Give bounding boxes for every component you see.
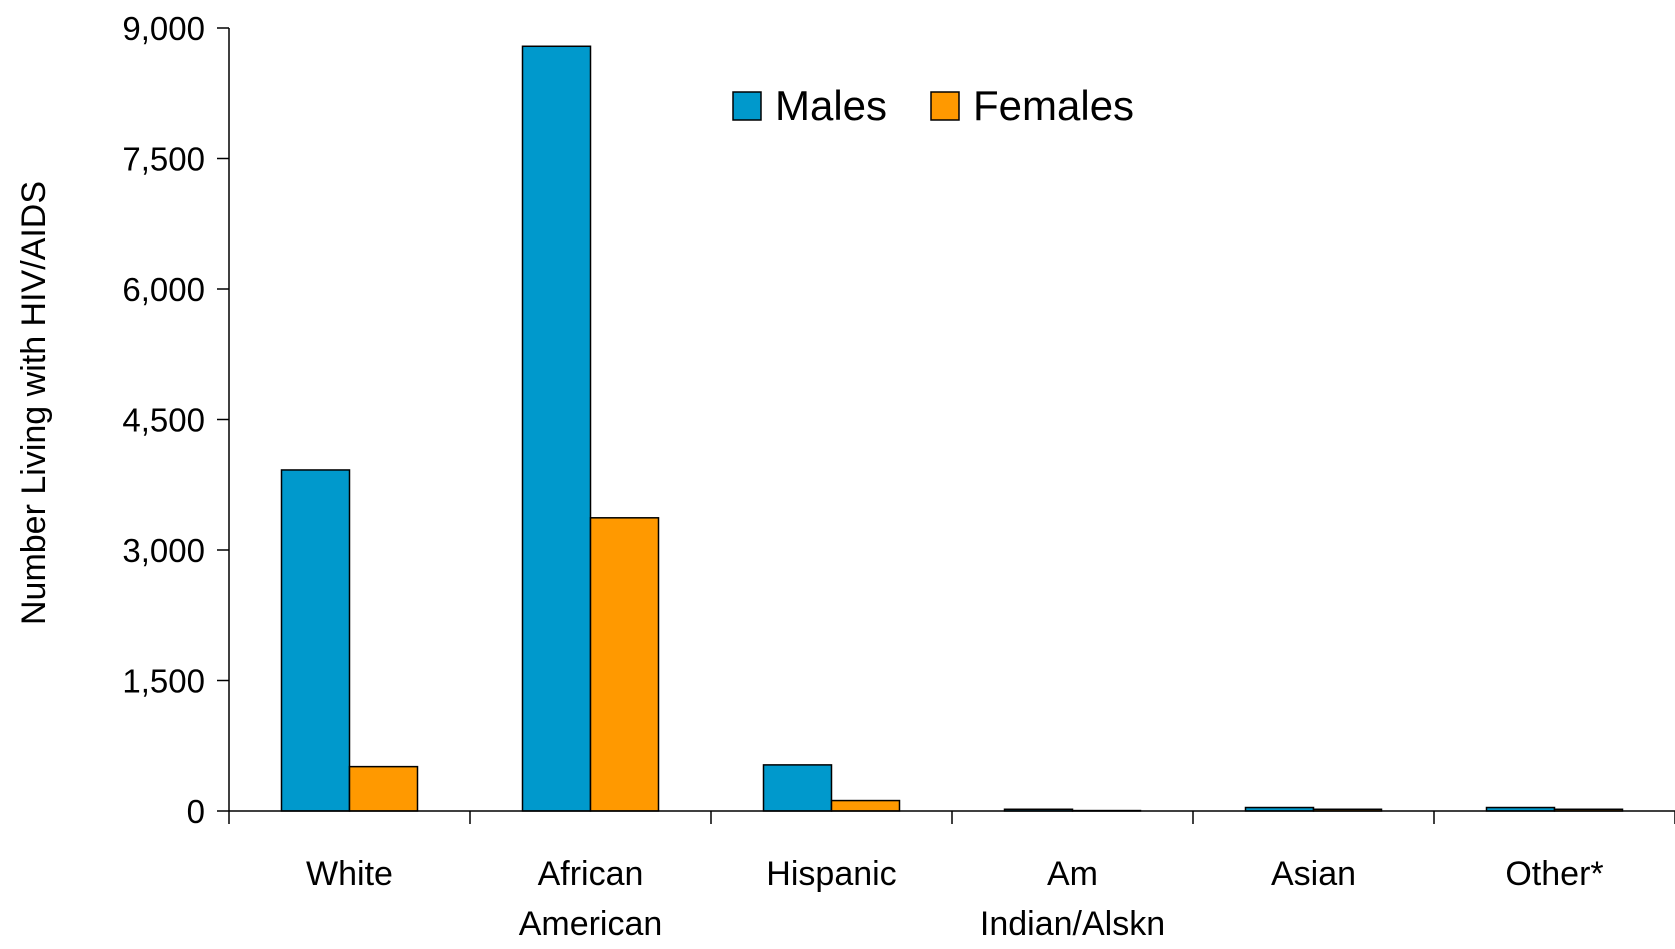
bar-females-1 [591, 518, 659, 811]
y-tick-label: 1,500 [122, 663, 205, 700]
x-tick-label-line: Indian/Alskn [980, 905, 1165, 943]
x-tick-label-line: Asian [1271, 855, 1356, 893]
bars [282, 46, 1623, 811]
legend-label-males: Males [775, 82, 887, 129]
y-tick-label: 9,000 [122, 10, 205, 47]
bar-males-0 [282, 470, 350, 811]
legend: Males Females [733, 82, 1134, 129]
x-tick-label-line: African [538, 855, 644, 893]
y-tick-label: 4,500 [122, 402, 205, 439]
y-tick-label: 6,000 [122, 271, 205, 308]
y-axis-label: Number Living with HIV/AIDS [15, 181, 53, 625]
x-tick-label: Other* [1505, 855, 1603, 893]
x-tick-label-line: Am [1047, 855, 1098, 893]
bar-females-0 [350, 767, 418, 811]
x-tick-label-line: Hispanic [766, 855, 896, 893]
x-tick-label: Hispanic [766, 855, 896, 893]
y-tick-label: 7,500 [122, 141, 205, 178]
bar-females-2 [832, 801, 900, 811]
bar-males-2 [764, 765, 832, 811]
x-tick-label-line: Other* [1505, 855, 1603, 893]
legend-label-females: Females [973, 82, 1134, 129]
y-tick-label: 3,000 [122, 532, 205, 569]
x-tick-label: African American [519, 855, 663, 943]
y-tick-label: 0 [187, 793, 205, 830]
bar-males-1 [523, 46, 591, 811]
x-tick-label: Am Indian/Alskn [980, 855, 1165, 943]
x-tick-label-line: American [519, 905, 663, 943]
legend-swatch-females [931, 92, 959, 120]
x-tick-label-line: White [306, 855, 393, 893]
legend-swatch-males [733, 92, 761, 120]
x-tick-label: Asian [1271, 855, 1356, 893]
x-tick-label: White [306, 855, 393, 893]
